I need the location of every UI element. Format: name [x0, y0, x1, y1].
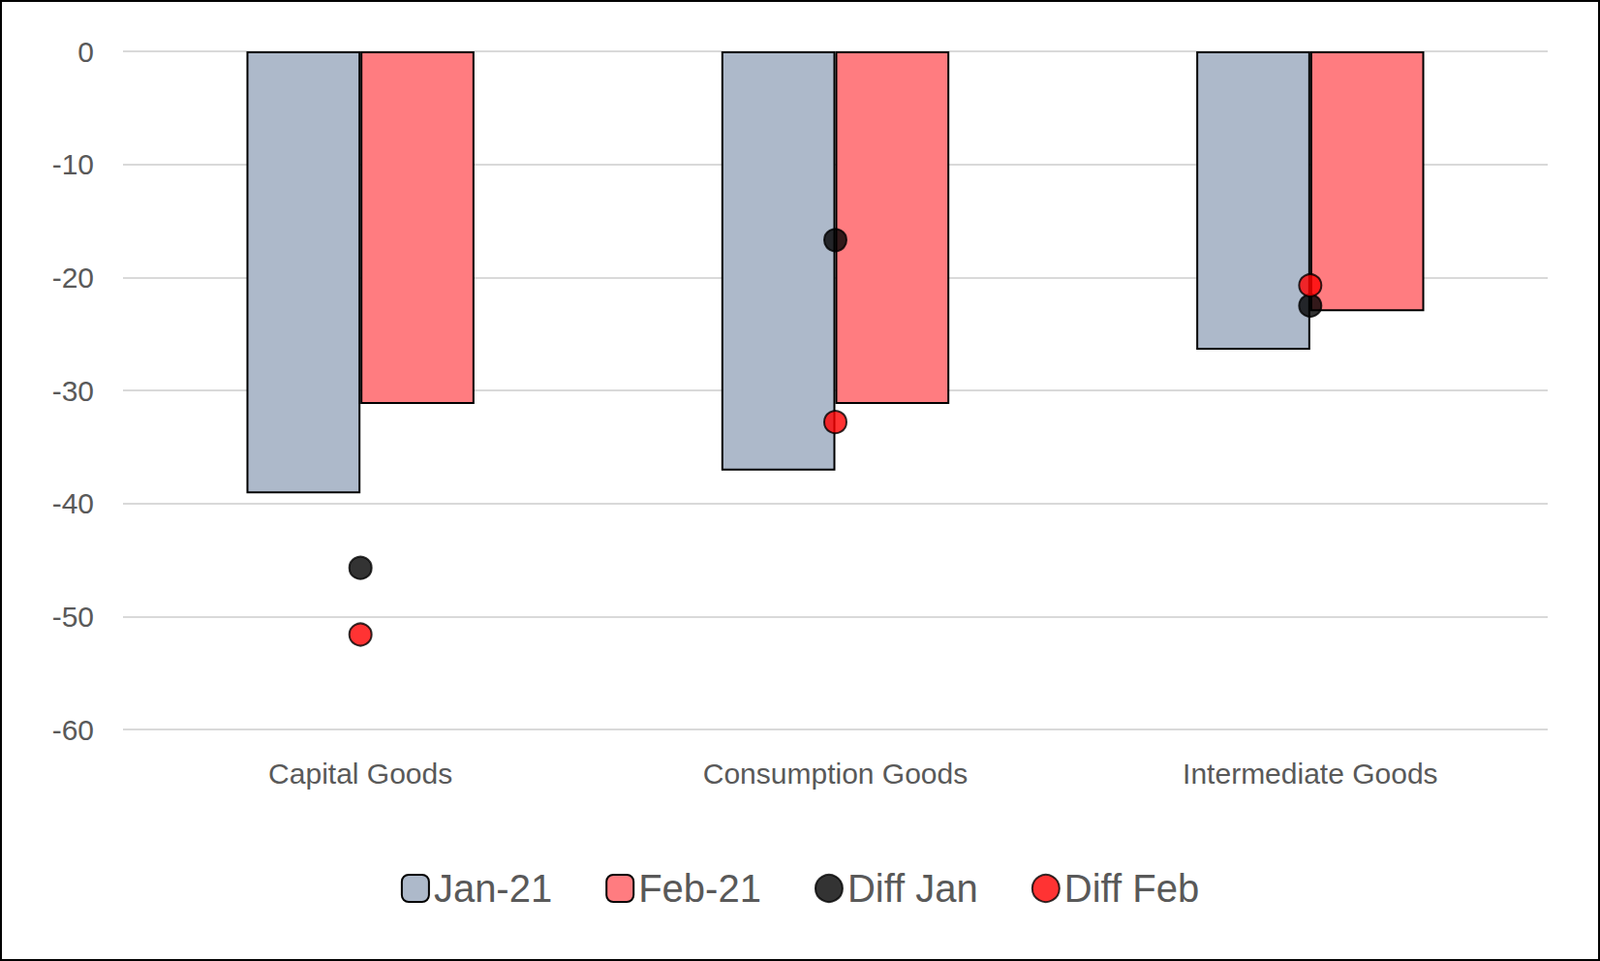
- svg-text:-40: -40: [52, 487, 94, 520]
- svg-text:Feb-21: Feb-21: [638, 866, 762, 910]
- svg-text:-30: -30: [52, 374, 94, 407]
- svg-text:-60: -60: [52, 713, 94, 746]
- svg-text:Diff Feb: Diff Feb: [1064, 866, 1200, 910]
- svg-text:Intermediate Goods: Intermediate Goods: [1182, 757, 1438, 790]
- svg-text:0: 0: [77, 35, 94, 68]
- svg-text:Jan-21: Jan-21: [433, 866, 553, 910]
- svg-text:-50: -50: [52, 600, 94, 633]
- svg-text:Consumption Goods: Consumption Goods: [703, 757, 969, 790]
- svg-text:-20: -20: [52, 261, 94, 294]
- svg-text:Capital Goods: Capital Goods: [268, 757, 453, 790]
- svg-text:Diff Jan: Diff Jan: [847, 866, 979, 910]
- svg-text:-10: -10: [52, 148, 94, 181]
